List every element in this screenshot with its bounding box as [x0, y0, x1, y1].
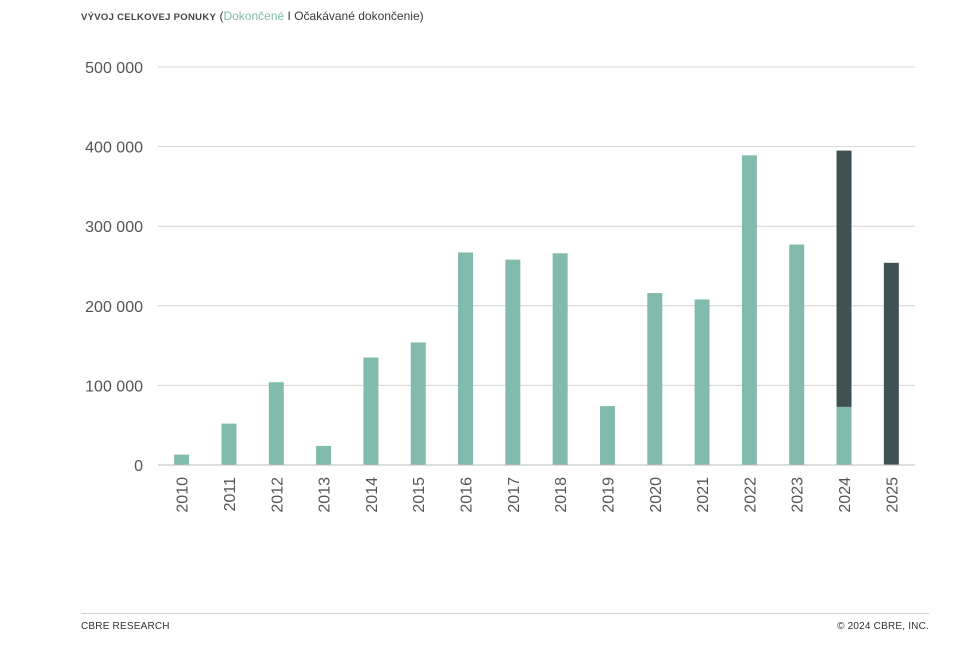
x-tick-label: 2010: [175, 477, 192, 513]
legend-paren-open: (: [219, 9, 224, 23]
footer-source: CBRE RESEARCH: [81, 621, 170, 632]
y-tick-label: 300 000: [85, 219, 143, 236]
bar-completed: [363, 357, 379, 465]
x-tick-label: 2022: [742, 477, 759, 513]
x-tick-label: 2020: [648, 477, 665, 513]
bar-completed: [694, 299, 710, 465]
chart-title: VÝVOJ CELKOVEJ PONUKY (Dokončené I Očaká…: [81, 9, 424, 23]
x-tick-label: 2015: [411, 477, 428, 513]
bar-completed: [647, 293, 663, 465]
y-tick-label: 500 000: [85, 60, 143, 77]
x-tick-label: 2011: [222, 477, 239, 512]
y-tick-label: 0: [134, 458, 143, 475]
y-tick-label: 100 000: [85, 378, 143, 395]
x-tick-label: 2017: [506, 477, 523, 513]
x-tick-label: 2025: [884, 477, 901, 513]
bar-completed: [458, 252, 474, 465]
bar-completed: [741, 155, 757, 465]
x-tick-label: 2018: [553, 477, 570, 513]
legend-separator: I: [284, 9, 295, 23]
x-tick-label: 2019: [600, 477, 617, 513]
legend-completed-label: Dokončené: [223, 9, 285, 23]
x-tick-label: 2013: [317, 477, 334, 513]
bar-completed: [836, 406, 852, 465]
bar-expected: [883, 262, 899, 465]
bar-expected: [836, 150, 852, 407]
bar-completed: [505, 259, 521, 465]
bar-completed: [599, 406, 615, 465]
x-tick-label: 2012: [269, 477, 286, 513]
bar-completed: [268, 382, 284, 465]
chart-title-text: VÝVOJ CELKOVEJ PONUKY: [81, 12, 217, 23]
bar-completed: [316, 445, 332, 465]
bar-completed: [410, 342, 426, 465]
x-tick-label: 2014: [364, 477, 381, 513]
y-tick-label: 200 000: [85, 299, 143, 316]
x-tick-label: 2024: [837, 477, 854, 513]
footer-copyright: © 2024 CBRE, INC.: [837, 621, 929, 632]
bar-completed: [552, 253, 568, 465]
bar-chart: 0 100 000 200 000 300 000 400 000 500 000 2010…: [85, 60, 915, 513]
footer-divider: [81, 613, 929, 614]
legend-expected-label: Očakávané dokončenie: [294, 9, 420, 23]
bar-completed: [174, 454, 190, 465]
x-tick-label: 2016: [459, 477, 476, 513]
y-tick-label: 400 000: [85, 140, 143, 157]
x-tick-label: 2021: [695, 477, 712, 513]
legend-paren-close: ): [419, 9, 424, 23]
bar-completed: [789, 244, 805, 465]
bar-completed: [221, 423, 237, 465]
x-tick-label: 2023: [790, 477, 807, 513]
